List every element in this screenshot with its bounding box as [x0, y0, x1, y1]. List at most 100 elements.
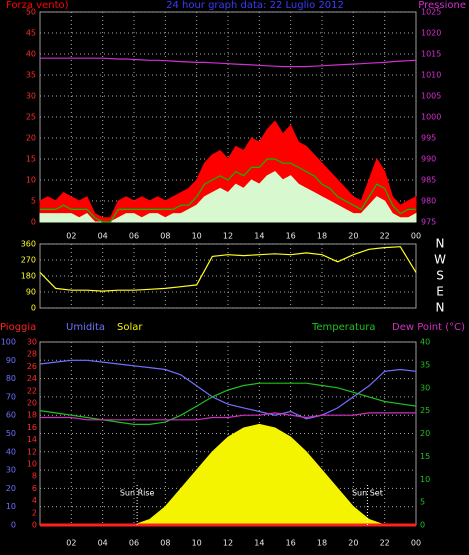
series-line	[40, 57, 417, 68]
y-tick-label: 0	[31, 218, 36, 227]
series-line	[39, 359, 417, 420]
y2-tick-label: 0	[420, 521, 425, 530]
y2-tick-label: 1005	[421, 92, 441, 101]
x-tick-label: 12	[223, 539, 233, 548]
y2-tick-label: 5	[420, 498, 425, 507]
y-tick-label: 25	[26, 113, 36, 122]
y2-tick-label: E	[436, 285, 444, 299]
y-tick-label: 360	[21, 240, 36, 249]
y2-tick-label: 980	[421, 197, 436, 206]
y3-tick-label: 20	[27, 399, 37, 408]
legend-entry: Pressione	[418, 0, 466, 11]
y-tick-label: 10	[26, 176, 36, 185]
y-tick-label: 40	[6, 447, 16, 456]
y3-tick-label: 10	[27, 460, 37, 469]
y3-tick-label: 4	[32, 496, 37, 505]
y-tick-label: 45	[26, 29, 36, 38]
series-area	[40, 423, 416, 526]
x-tick-label: 14	[254, 539, 264, 548]
y2-tick-label: 1015	[421, 50, 441, 59]
y2-tick-label: 990	[421, 155, 436, 164]
y2-tick-label: 20	[420, 429, 430, 438]
y2-tick-label: 975	[421, 218, 436, 227]
x-tick-label: 08	[160, 232, 170, 241]
y-tick-label: 30	[26, 92, 36, 101]
y3-tick-label: 6	[32, 484, 37, 493]
x-tick-label: 02	[66, 539, 76, 548]
annotation: Sun Rise	[120, 489, 155, 498]
y-tick-label: 80	[6, 374, 16, 383]
x-tick-label: 06	[129, 232, 139, 241]
y-tick-label: 30	[6, 466, 16, 475]
y-tick-label: 10	[6, 502, 16, 511]
legend-entry: Forza vento)	[6, 0, 69, 11]
y2-tick-label: 15	[420, 452, 430, 461]
x-tick-label: 14	[254, 232, 264, 241]
x-tick-label: 16	[286, 232, 296, 241]
y2-tick-label: 25	[420, 406, 430, 415]
y-tick-label: 40	[26, 50, 36, 59]
x-tick-label: 22	[380, 232, 390, 241]
y2-tick-label: 1010	[421, 71, 441, 80]
y-tick-label: 0	[31, 304, 36, 313]
x-tick-label: 18	[317, 232, 327, 241]
x-tick-label: 06	[129, 539, 139, 548]
y-tick-label: 180	[21, 272, 36, 281]
y-tick-label: 35	[26, 71, 36, 80]
series-line	[40, 412, 416, 421]
x-tick-label: 00	[411, 539, 421, 548]
y2-tick-label: S	[436, 269, 444, 283]
y3-tick-label: 24	[27, 374, 37, 383]
y2-tick-label: 1000	[421, 113, 441, 122]
y3-tick-label: 14	[27, 435, 37, 444]
x-tick-label: 08	[160, 539, 170, 548]
legend-entry: Pioggia	[0, 322, 36, 333]
series-line	[39, 246, 417, 292]
y3-tick-label: 8	[32, 472, 37, 481]
y2-tick-label: N	[436, 301, 445, 315]
y2-tick-label: 30	[420, 383, 430, 392]
legend-entry: Umidita	[66, 322, 105, 333]
y3-tick-label: 22	[27, 386, 37, 395]
y-tick-label: 0	[11, 521, 16, 530]
x-tick-label: 10	[192, 232, 202, 241]
y2-tick-label: 1025	[421, 8, 441, 17]
x-tick-label: 04	[98, 232, 108, 241]
chart-title: 24 hour graph data: 22 Luglio 2012	[166, 0, 344, 11]
legend-entry: Temperatura	[311, 322, 376, 333]
legend-entry: Solar	[117, 322, 143, 333]
y3-tick-label: 0	[32, 521, 37, 530]
y-tick-label: 50	[26, 8, 36, 17]
y3-tick-label: 12	[27, 447, 37, 456]
y2-tick-label: 1020	[421, 29, 441, 38]
y-tick-label: 60	[6, 411, 16, 420]
y-tick-label: 5	[31, 197, 36, 206]
y-tick-label: 90	[26, 288, 36, 297]
y-tick-label: 50	[6, 429, 16, 438]
x-tick-label: 04	[98, 539, 108, 548]
annotation: Sun Set	[352, 489, 383, 498]
x-tick-label: 22	[380, 539, 390, 548]
y3-tick-label: 30	[27, 338, 37, 347]
x-tick-label: 12	[223, 232, 233, 241]
x-tick-label: 20	[348, 232, 358, 241]
y3-tick-label: 2	[32, 508, 37, 517]
y-tick-label: 100	[1, 338, 16, 347]
series-line	[40, 158, 416, 223]
y3-tick-label: 26	[27, 362, 37, 371]
y3-tick-label: 28	[27, 350, 37, 359]
y-tick-label: 15	[26, 155, 36, 164]
y2-tick-label: N	[436, 237, 445, 251]
y3-tick-label: 18	[27, 411, 37, 420]
legend-entry: Dew Point (°C)	[392, 322, 465, 333]
x-tick-label: 10	[192, 539, 202, 548]
x-tick-label: 00	[411, 232, 421, 241]
y-tick-label: 70	[6, 392, 16, 401]
y2-tick-label: 10	[420, 475, 430, 484]
y-tick-label: 90	[6, 356, 16, 365]
y2-tick-label: W	[434, 253, 446, 267]
x-tick-label: 20	[348, 539, 358, 548]
y2-tick-label: 995	[421, 134, 436, 143]
